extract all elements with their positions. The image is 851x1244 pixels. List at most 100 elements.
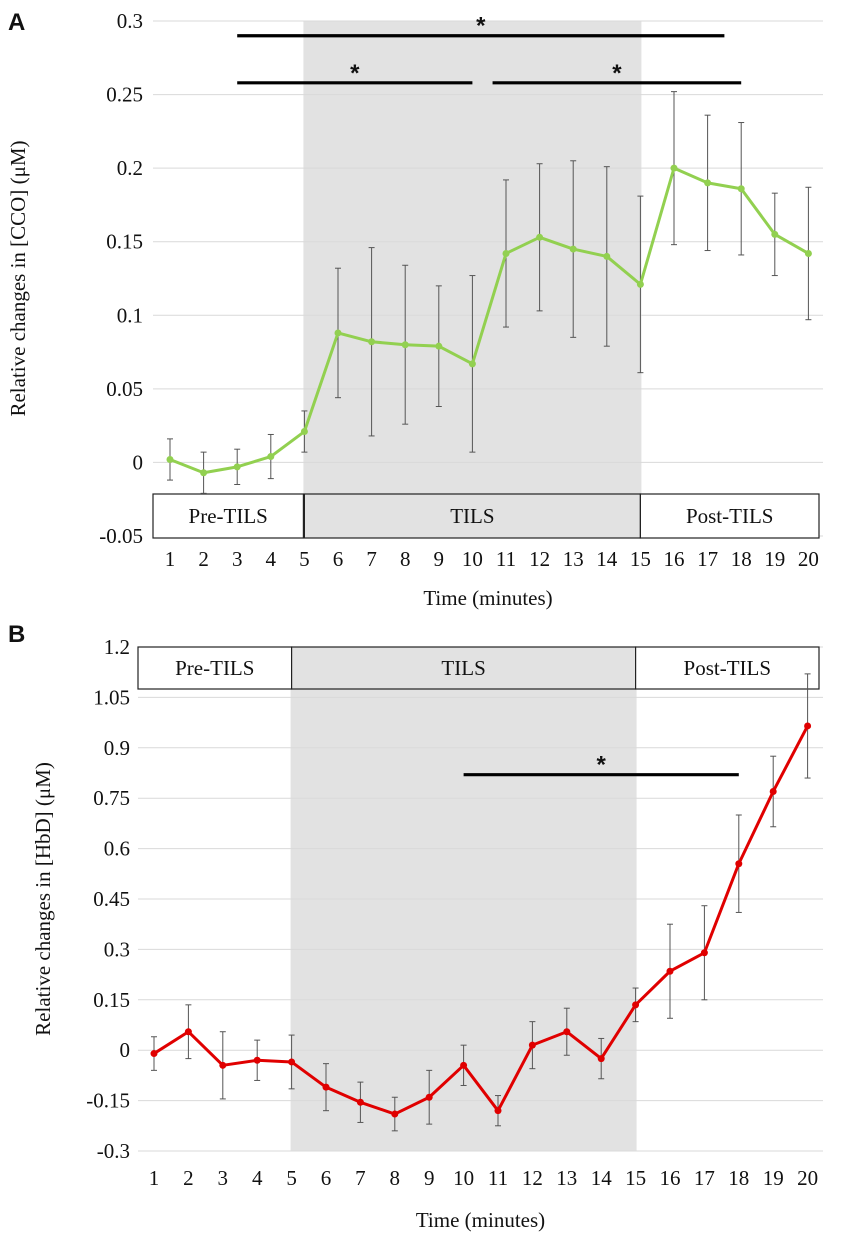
panel-a-data-point [233,463,241,471]
panel-b-x-tick-label: 12 [522,1166,543,1190]
panel-b-phase-label: Post-TILS [684,656,772,680]
panel-a-data-point [536,233,544,241]
panel-b-x-tick-label: 3 [218,1166,229,1190]
panel-a-y-tick-label: 0.1 [117,303,143,327]
panel-a-x-tick-label: 1 [165,547,176,571]
panel-b-chart: B -0.3 -0.15 0 0.15 0.3 0.45 0.6 0.75 0.9 1.05 1.2 P… [8,621,823,1232]
panel-a-x-tick-label: 13 [563,547,584,571]
panel-b-data-point [563,1028,571,1036]
panel-b-data-point [597,1055,605,1063]
panel-a-x-tick-label: 3 [232,547,243,571]
panel-a-phase-box [639,493,820,539]
panel-b-panel-letter: B [8,621,25,648]
panel-b-y-tick-label: 0.6 [104,837,130,861]
panel-b-x-tick-label: 8 [390,1166,401,1190]
panel-b-x-tick-label: 6 [321,1166,332,1190]
panel-a-y-axis-title: Relative changes in [CCO] (μM) [6,140,30,416]
panel-a-x-tick-label: 8 [400,547,411,571]
panel-a-x-tick-label: 10 [462,547,483,571]
panel-a-x-tick-label: 7 [366,547,377,571]
panel-a-data-point [200,469,208,477]
panel-b-data-point [528,1041,536,1049]
panel-a-y-tick-label: 0.25 [106,83,143,107]
panel-b-data-point [460,1061,468,1069]
panel-b-phase-label: Pre-TILS [175,656,254,680]
panel-a-phase-box [152,493,304,539]
panel-a-phase-label: Pre-TILS [189,504,268,528]
panel-a-y-tick-label: -0.05 [99,524,143,548]
panel-a-x-tick-label: 14 [596,547,618,571]
panel-a-data-point [804,249,812,257]
panel-b-series-line [153,725,809,1116]
panel-b-x-tick-label: 14 [591,1166,613,1190]
panel-a-series-line [169,166,810,475]
panel-b-x-tick-label: 15 [625,1166,646,1190]
panel-a-significance-star: * [476,13,486,40]
panel-b-y-tick-label: 0.45 [93,887,130,911]
panel-b-x-tick-label: 11 [488,1166,508,1190]
panel-b-data-point [150,1050,158,1058]
panel-a-data-point [401,341,409,349]
panel-b-phase-box [634,646,820,690]
panel-a-y-tick-label: 0.05 [106,377,143,401]
panel-a-x-tick-label: 5 [299,547,310,571]
panel-b-x-tick-label: 4 [252,1166,263,1190]
panel-a-x-tick-label: 12 [529,547,550,571]
panel-b-x-tick-label: 18 [728,1166,749,1190]
panel-b-phase-label: TILS [441,656,485,680]
panel-b-x-tick-label: 5 [286,1166,297,1190]
panel-b-x-tick-label: 2 [183,1166,194,1190]
panel-b-data-point [219,1061,227,1069]
panel-b-data-point [700,949,708,957]
panel-b-x-tick-label: 16 [660,1166,681,1190]
panel-a-x-tick-label: 16 [664,547,685,571]
panel-b-x-tick-label: 7 [355,1166,366,1190]
panel-a-y-tick-label: 0.15 [106,230,143,254]
panel-a-data-point [334,329,342,337]
panel-b-x-tick-label: 19 [763,1166,784,1190]
panel-a-data-point [569,245,577,253]
panel-a-significance-star: * [350,60,360,87]
panel-a-x-tick-label: 6 [333,547,344,571]
panel-a-phase-label: Post-TILS [686,504,774,528]
panel-b-data-point [425,1093,433,1101]
panel-b-y-tick-label: 0.75 [93,786,130,810]
panel-b-data-point [494,1107,502,1115]
panel-a-phase-label: TILS [450,504,494,528]
panel-b-y-tick-label: 0.9 [104,736,130,760]
panel-a-x-axis-title: Time (minutes) [423,586,552,610]
panel-b-data-point [632,1001,640,1009]
panel-a-x-tick-label: 9 [434,547,445,571]
panel-a-data-point [435,342,443,350]
panel-a-data-point [300,428,308,436]
panel-b-x-tick-label: 17 [694,1166,715,1190]
panel-a-chart: A -0.05 0 0.05 0.1 0.15 0.2 0.25 0.3 Pre-TILS TILS… [6,9,823,610]
panel-b-y-tick-label: 0 [120,1038,131,1062]
panel-b-y-tick-label: -0.15 [86,1089,130,1113]
panel-a-data-point [771,230,779,238]
panel-b-phase-box [137,646,293,690]
panel-b-y-tick-label: -0.3 [97,1139,130,1163]
panel-b-y-tick-label: 1.2 [104,635,130,659]
panel-a-x-tick-label: 11 [496,547,516,571]
panel-a-significance-star: * [612,60,622,87]
panel-a-data-point [468,360,476,368]
panel-b-data-point [666,967,674,975]
panel-a-data-point [670,164,678,172]
panel-a-y-tick-label: 0.2 [117,156,143,180]
panel-b-y-tick-label: 1.05 [93,685,130,709]
panel-b-data-point [288,1058,296,1066]
panel-a-data-point [737,185,745,193]
panel-b-data-point [356,1098,364,1106]
panel-a-data-point [603,252,611,260]
panel-b-x-tick-label: 1 [149,1166,160,1190]
panel-a-data-point [636,280,644,288]
panel-a-x-tick-label: 19 [764,547,785,571]
panel-b-significance-star: * [597,752,607,779]
panel-b-x-tick-label: 13 [556,1166,577,1190]
panel-b-data-point [184,1028,192,1036]
panel-a-x-tick-label: 15 [630,547,651,571]
panel-b-y-axis-title: Relative changes in [HbD] (μM) [31,762,55,1036]
panel-b-data-point [769,787,777,795]
panel-b-data-point [804,722,812,730]
